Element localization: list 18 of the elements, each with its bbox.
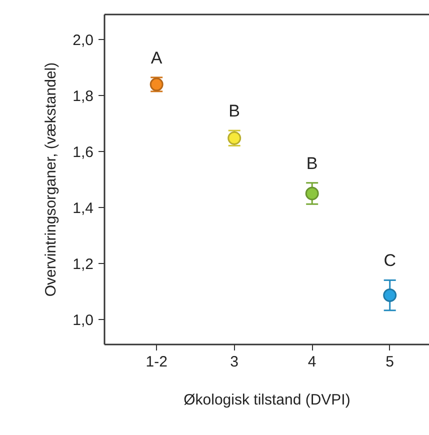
x-tick-label: 3 [230, 354, 239, 370]
y-tick-label: 1,6 [72, 144, 94, 162]
y-axis-title: Overvintringsorganer, (vækstandel) [42, 62, 60, 297]
y-tick-label: 1,0 [72, 312, 94, 329]
x-tick-label: 1-2 [146, 354, 168, 370]
annotation: A [150, 48, 163, 68]
x-axis-title: Økologisk tilstand (DVPI) [184, 392, 350, 408]
y-tick-label: 1,2 [72, 256, 94, 273]
y-tick-label: 1,4 [72, 200, 94, 217]
point [383, 288, 397, 302]
annotation: C [384, 251, 396, 270]
y-tick-label: 1,8 [72, 88, 94, 106]
point [305, 186, 319, 200]
x-tick-label: 4 [308, 354, 316, 370]
annotation: B [306, 154, 318, 173]
annotation: B [228, 102, 240, 121]
x-tick-label: 5 [386, 354, 394, 370]
y-tick-label: 2,0 [72, 32, 94, 50]
